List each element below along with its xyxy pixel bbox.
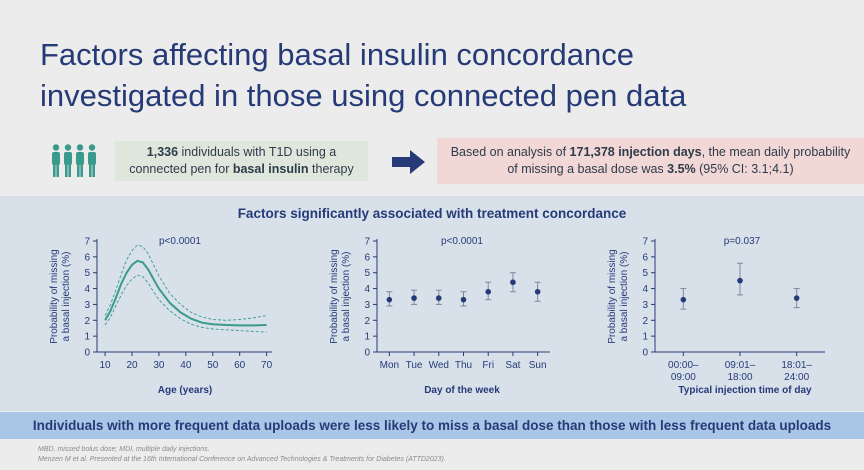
result-text-1a: Based on analysis of xyxy=(450,145,570,159)
p-value-annotation: p=0.037 xyxy=(724,236,761,247)
x-tick-label: 10 xyxy=(100,360,112,371)
slide-title: Factors affecting basal insulin concorda… xyxy=(40,34,840,116)
x-axis-label: Age (years) xyxy=(158,385,212,396)
y-tick-label: 5 xyxy=(642,268,648,279)
x-tick-label: 40 xyxy=(180,360,192,371)
x-tick-label: Thu xyxy=(455,360,472,371)
people-icon xyxy=(52,144,96,177)
y-tick-label: 2 xyxy=(84,316,90,327)
y-tick-label: 5 xyxy=(84,268,90,279)
result-text-2b: 3.5% xyxy=(667,162,696,176)
result-text-1b: 171,378 injection days xyxy=(569,145,702,159)
x-tick-label: 60 xyxy=(234,360,246,371)
y-tick-label: 2 xyxy=(642,316,648,327)
result-text-2a: of missing a basal dose was xyxy=(507,162,668,176)
age-chart: 0 1 2 3 4 5 6 7 Probability of missing a basal in… xyxy=(49,236,273,396)
x-tick-label: Tue xyxy=(406,360,423,371)
result-text-2c: (95% CI: 3.1;4.1) xyxy=(695,162,794,176)
y-axis-label-line1: Probability of missing xyxy=(329,249,340,343)
y-tick-label: 0 xyxy=(84,348,90,359)
y-tick-label: 0 xyxy=(642,348,648,359)
data-point xyxy=(737,277,743,284)
y-tick-label: 6 xyxy=(642,252,648,263)
time-of-day-chart: 0 1 2 3 4 5 6 7 Probability of missing a basal in… xyxy=(607,236,825,396)
y-tick-label: 4 xyxy=(642,284,648,295)
footnote-reference: Menzen M et al. Presented at the 16th In… xyxy=(38,456,446,463)
y-tick-label: 4 xyxy=(84,284,90,295)
data-point xyxy=(793,295,800,301)
cohort-text-1: individuals with T1D using a xyxy=(178,145,337,159)
panel-title: Factors significantly associated with tr… xyxy=(237,206,627,221)
x-tick-label: Sun xyxy=(529,360,547,371)
cohort-info-box: 1,336 individuals with T1D using a conne… xyxy=(115,141,368,181)
y-tick-label: 5 xyxy=(364,268,370,279)
x-tick-label: 70 xyxy=(261,360,273,371)
y-tick-label: 7 xyxy=(642,237,648,248)
day-of-week-chart: 0 1 2 3 4 5 6 7 Probability of missing a basal in… xyxy=(329,236,550,396)
x-tick-label: Fri xyxy=(482,360,494,371)
y-tick-label: 4 xyxy=(364,284,370,295)
cohort-text-2c: therapy xyxy=(308,162,354,176)
data-point xyxy=(485,288,492,295)
x-tick-label: Wed xyxy=(429,360,449,371)
data-point xyxy=(460,296,467,303)
y-axis-label-line1: Probability of missing xyxy=(49,249,60,343)
cohort-text-2b: basal insulin xyxy=(232,162,309,176)
y-tick-label: 3 xyxy=(364,300,370,311)
y-tick-label: 0 xyxy=(364,348,370,359)
y-tick-label: 3 xyxy=(642,300,648,311)
estimate-line xyxy=(104,259,267,327)
result-text-1c: , the mean daily probability xyxy=(701,145,851,159)
upper-ci-line xyxy=(104,244,267,321)
y-axis-label-line1: Probability of missing xyxy=(607,249,618,343)
data-point xyxy=(510,279,516,286)
y-tick-label: 2 xyxy=(364,316,370,327)
title-line-2: investigated in those using connected pe… xyxy=(40,78,687,113)
y-tick-label: 6 xyxy=(84,252,90,263)
y-tick-label: 7 xyxy=(364,237,370,248)
y-axis-label-line2: a basal injection (%) xyxy=(619,251,630,341)
cohort-text-2a: connected pen for xyxy=(129,162,233,176)
footnote-abbreviations: MBD, missed bolus dose; MDI, multiple da… xyxy=(38,446,210,453)
y-tick-label: 1 xyxy=(642,332,648,343)
y-tick-label: 7 xyxy=(84,237,90,248)
y-tick-label: 1 xyxy=(84,332,90,343)
x-tick-label: 18:01– xyxy=(781,360,812,371)
cohort-count: 1,336 xyxy=(146,145,179,159)
lower-ci-line xyxy=(104,274,267,333)
x-tick-label: 09:00 xyxy=(671,372,696,383)
y-tick-label: 1 xyxy=(364,332,370,343)
data-point xyxy=(435,295,442,301)
data-point xyxy=(680,296,687,303)
x-tick-label: 20 xyxy=(126,360,138,371)
x-axis-label: Day of the week xyxy=(424,385,500,396)
x-tick-label: 50 xyxy=(207,360,219,371)
footer-statement: Individuals with more frequent data uplo… xyxy=(0,412,864,439)
x-tick-label: Mon xyxy=(380,360,399,371)
y-tick-label: 3 xyxy=(84,300,90,311)
p-value-annotation: p<0.0001 xyxy=(159,236,201,247)
y-tick-label: 6 xyxy=(364,252,370,263)
data-point xyxy=(534,288,541,295)
title-line-1: Factors affecting basal insulin concorda… xyxy=(40,37,634,72)
x-tick-label: 09:01– xyxy=(725,360,756,371)
p-value-annotation: p<0.0001 xyxy=(441,236,483,247)
charts-panel xyxy=(0,196,864,411)
x-axis-label: Typical injection time of day xyxy=(678,385,812,396)
x-tick-label: 30 xyxy=(153,360,165,371)
data-point xyxy=(411,295,417,301)
data-point xyxy=(386,296,393,303)
x-tick-label: 24:00 xyxy=(784,372,809,383)
x-tick-label: 00:00– xyxy=(668,360,699,371)
result-info-box: Based on analysis of 171,378 injection d… xyxy=(437,138,864,184)
x-tick-label: Sat xyxy=(505,360,520,371)
y-axis-label-line2: a basal injection (%) xyxy=(61,251,72,341)
x-tick-label: 18:00 xyxy=(727,372,752,383)
y-axis-label-line2: a basal injection (%) xyxy=(341,251,352,341)
arrow-right-icon xyxy=(392,150,425,174)
